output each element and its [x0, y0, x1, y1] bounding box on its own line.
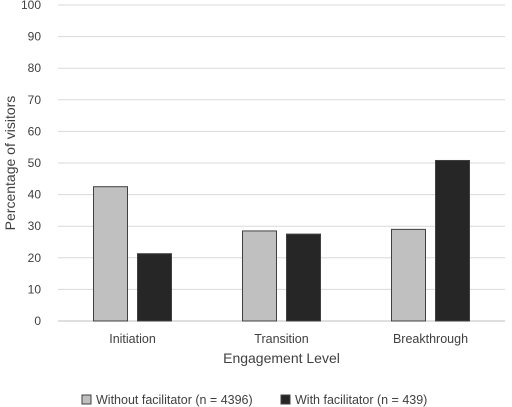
legend-label: Without facilitator (n = 4396) [96, 393, 253, 407]
bar-transition-series-2 [286, 233, 321, 322]
bar-initiation-series-2 [137, 253, 172, 322]
legend-swatch [280, 394, 291, 405]
y-tick-label: 30 [28, 219, 42, 233]
bar-breakthrough-series-1 [391, 228, 426, 322]
x-axis-title: Engagement Level [223, 350, 340, 366]
x-category-labels: Initiation Transition Breakthrough [109, 332, 468, 346]
y-tick-labels: 0 10 20 30 40 50 60 70 80 90 100 [21, 0, 41, 328]
x-category-label: Breakthrough [393, 332, 468, 346]
gridlines [58, 4, 505, 322]
y-tick-label: 50 [28, 156, 42, 170]
legend: Without facilitator (n = 4396) With facil… [81, 393, 427, 407]
x-category-label: Initiation [109, 332, 156, 346]
y-tick-label: 100 [21, 0, 41, 12]
x-category-label: Transition [254, 332, 308, 346]
y-tick-label: 40 [28, 188, 42, 202]
y-tick-label: 90 [28, 30, 42, 44]
legend-swatch [81, 394, 92, 405]
y-tick-label: 70 [28, 93, 42, 107]
y-tick-label: 60 [28, 124, 42, 138]
y-tick-label: 0 [34, 314, 41, 328]
y-tick-label: 20 [28, 251, 42, 265]
bar-breakthrough-series-2 [435, 159, 470, 322]
bar-transition-series-1 [242, 230, 277, 322]
bar-initiation-series-1 [93, 186, 128, 322]
y-tick-label: 80 [28, 61, 42, 75]
y-tick-label: 10 [28, 282, 42, 296]
bars [93, 159, 470, 322]
y-axis-title: Percentage of visitors [2, 96, 18, 231]
legend-label: With facilitator (n = 439) [295, 393, 427, 407]
